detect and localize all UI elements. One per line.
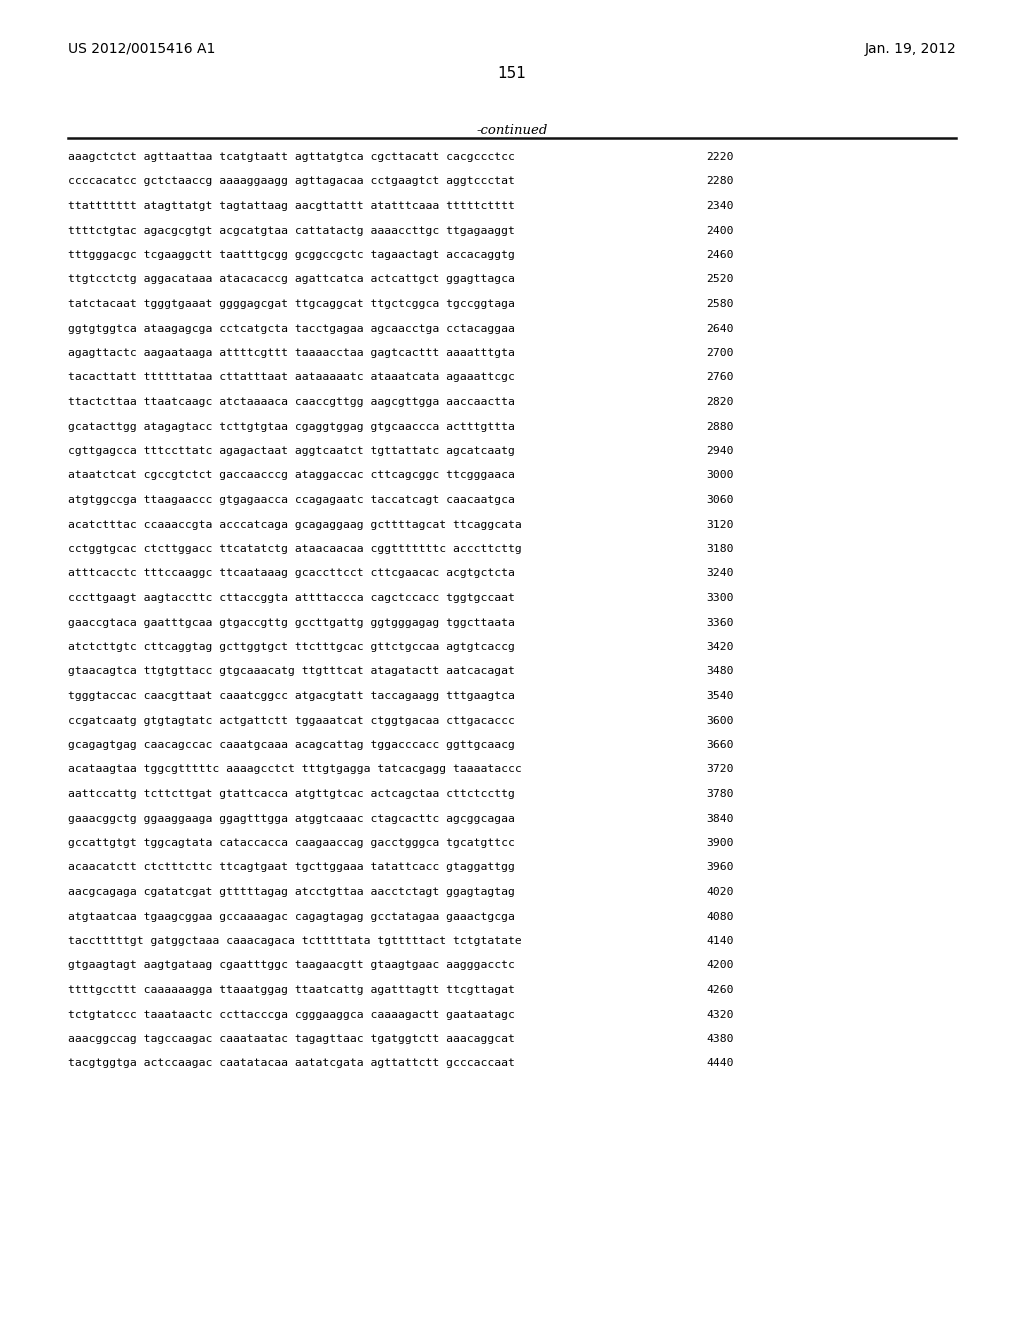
Text: cctggtgcac ctcttggacc ttcatatctg ataacaacaa cggtttttttc acccttcttg: cctggtgcac ctcttggacc ttcatatctg ataacaa… bbox=[68, 544, 522, 554]
Text: 4320: 4320 bbox=[706, 1010, 733, 1019]
Text: tgggtaccac caacgttaat caaatcggcc atgacgtatt taccagaagg tttgaagtca: tgggtaccac caacgttaat caaatcggcc atgacgt… bbox=[68, 690, 515, 701]
Text: ttactcttaa ttaatcaagc atctaaaaca caaccgttgg aagcgttgga aaccaactta: ttactcttaa ttaatcaagc atctaaaaca caaccgt… bbox=[68, 397, 515, 407]
Text: ggtgtggtca ataagagcga cctcatgcta tacctgagaa agcaacctga cctacaggaa: ggtgtggtca ataagagcga cctcatgcta tacctga… bbox=[68, 323, 515, 334]
Text: 3540: 3540 bbox=[706, 690, 733, 701]
Text: 3840: 3840 bbox=[706, 813, 733, 824]
Text: 3480: 3480 bbox=[706, 667, 733, 676]
Text: gtaacagtca ttgtgttacc gtgcaaacatg ttgtttcat atagatactt aatcacagat: gtaacagtca ttgtgttacc gtgcaaacatg ttgttt… bbox=[68, 667, 515, 676]
Text: -continued: -continued bbox=[476, 124, 548, 137]
Text: 4020: 4020 bbox=[706, 887, 733, 898]
Text: ccccacatcc gctctaaccg aaaaggaagg agttagacaa cctgaagtct aggtccctat: ccccacatcc gctctaaccg aaaaggaagg agttaga… bbox=[68, 177, 515, 186]
Text: 3600: 3600 bbox=[706, 715, 733, 726]
Text: 2580: 2580 bbox=[706, 300, 733, 309]
Text: 3120: 3120 bbox=[706, 520, 733, 529]
Text: tacctttttgt gatggctaaa caaacagaca tctttttata tgtttttact tctgtatate: tacctttttgt gatggctaaa caaacagaca tctttt… bbox=[68, 936, 522, 946]
Text: atctcttgtc cttcaggtag gcttggtgct ttctttgcac gttctgccaa agtgtcaccg: atctcttgtc cttcaggtag gcttggtgct ttctttg… bbox=[68, 642, 515, 652]
Text: aacgcagaga cgatatcgat gtttttagag atcctgttaa aacctctagt ggagtagtag: aacgcagaga cgatatcgat gtttttagag atcctgt… bbox=[68, 887, 515, 898]
Text: 2520: 2520 bbox=[706, 275, 733, 285]
Text: 2820: 2820 bbox=[706, 397, 733, 407]
Text: aaacggccag tagccaagac caaataatac tagagttaac tgatggtctt aaacaggcat: aaacggccag tagccaagac caaataatac tagagtt… bbox=[68, 1034, 515, 1044]
Text: ataatctcat cgccgtctct gaccaacccg ataggaccac cttcagcggc ttcgggaaca: ataatctcat cgccgtctct gaccaacccg ataggac… bbox=[68, 470, 515, 480]
Text: agagttactc aagaataaga attttcgttt taaaacctaa gagtcacttt aaaatttgta: agagttactc aagaataaga attttcgttt taaaacc… bbox=[68, 348, 515, 358]
Text: Jan. 19, 2012: Jan. 19, 2012 bbox=[864, 42, 956, 55]
Text: 3720: 3720 bbox=[706, 764, 733, 775]
Text: gcatacttgg atagagtacc tcttgtgtaa cgaggtggag gtgcaaccca actttgttta: gcatacttgg atagagtacc tcttgtgtaa cgaggtg… bbox=[68, 421, 515, 432]
Text: 3240: 3240 bbox=[706, 569, 733, 578]
Text: acaacatctt ctctttcttc ttcagtgaat tgcttggaaa tatattcacc gtaggattgg: acaacatctt ctctttcttc ttcagtgaat tgcttgg… bbox=[68, 862, 515, 873]
Text: 2340: 2340 bbox=[706, 201, 733, 211]
Text: tctgtatccc taaataactc ccttacccga cgggaaggca caaaagactt gaataatagc: tctgtatccc taaataactc ccttacccga cgggaag… bbox=[68, 1010, 515, 1019]
Text: 3420: 3420 bbox=[706, 642, 733, 652]
Text: 4200: 4200 bbox=[706, 961, 733, 970]
Text: cgttgagcca tttccttatc agagactaat aggtcaatct tgttattatc agcatcaatg: cgttgagcca tttccttatc agagactaat aggtcaa… bbox=[68, 446, 515, 455]
Text: 2400: 2400 bbox=[706, 226, 733, 235]
Text: tacgtggtga actccaagac caatatacaa aatatcgata agttattctt gcccaccaat: tacgtggtga actccaagac caatatacaa aatatcg… bbox=[68, 1059, 515, 1068]
Text: tacacttatt ttttttataa cttatttaat aataaaaatc ataaatcata agaaattcgc: tacacttatt ttttttataa cttatttaat aataaaa… bbox=[68, 372, 515, 383]
Text: US 2012/0015416 A1: US 2012/0015416 A1 bbox=[68, 42, 215, 55]
Text: acataagtaa tggcgtttttc aaaagcctct tttgtgagga tatcacgagg taaaataccc: acataagtaa tggcgtttttc aaaagcctct tttgtg… bbox=[68, 764, 522, 775]
Text: 4140: 4140 bbox=[706, 936, 733, 946]
Text: 4260: 4260 bbox=[706, 985, 733, 995]
Text: gaaacggctg ggaaggaaga ggagtttgga atggtcaaac ctagcacttc agcggcagaa: gaaacggctg ggaaggaaga ggagtttgga atggtca… bbox=[68, 813, 515, 824]
Text: 2280: 2280 bbox=[706, 177, 733, 186]
Text: tatctacaat tgggtgaaat ggggagcgat ttgcaggcat ttgctcggca tgccggtaga: tatctacaat tgggtgaaat ggggagcgat ttgcagg… bbox=[68, 300, 515, 309]
Text: 3960: 3960 bbox=[706, 862, 733, 873]
Text: ttttgccttt caaaaaagga ttaaatggag ttaatcattg agatttagtt ttcgttagat: ttttgccttt caaaaaagga ttaaatggag ttaatca… bbox=[68, 985, 515, 995]
Text: 3060: 3060 bbox=[706, 495, 733, 506]
Text: aaagctctct agttaattaa tcatgtaatt agttatgtca cgcttacatt cacgccctcc: aaagctctct agttaattaa tcatgtaatt agttatg… bbox=[68, 152, 515, 162]
Text: gtgaagtagt aagtgataag cgaatttggc taagaacgtt gtaagtgaac aagggacctc: gtgaagtagt aagtgataag cgaatttggc taagaac… bbox=[68, 961, 515, 970]
Text: ttttctgtac agacgcgtgt acgcatgtaa cattatactg aaaaccttgc ttgagaaggt: ttttctgtac agacgcgtgt acgcatgtaa cattata… bbox=[68, 226, 515, 235]
Text: 4440: 4440 bbox=[706, 1059, 733, 1068]
Text: acatctttac ccaaaccgta acccatcaga gcagaggaag gcttttagcat ttcaggcata: acatctttac ccaaaccgta acccatcaga gcagagg… bbox=[68, 520, 522, 529]
Text: 151: 151 bbox=[498, 66, 526, 81]
Text: 3780: 3780 bbox=[706, 789, 733, 799]
Text: 2760: 2760 bbox=[706, 372, 733, 383]
Text: tttgggacgc tcgaaggctt taatttgcgg gcggccgctc tagaactagt accacaggtg: tttgggacgc tcgaaggctt taatttgcgg gcggccg… bbox=[68, 249, 515, 260]
Text: atgtggccga ttaagaaccc gtgagaacca ccagagaatc taccatcagt caacaatgca: atgtggccga ttaagaaccc gtgagaacca ccagaga… bbox=[68, 495, 515, 506]
Text: ttattttttt atagttatgt tagtattaag aacgttattt atatttcaaa tttttctttt: ttattttttt atagttatgt tagtattaag aacgtta… bbox=[68, 201, 515, 211]
Text: gcagagtgag caacagccac caaatgcaaa acagcattag tggacccacc ggttgcaacg: gcagagtgag caacagccac caaatgcaaa acagcat… bbox=[68, 741, 515, 750]
Text: 3000: 3000 bbox=[706, 470, 733, 480]
Text: ttgtcctctg aggacataaa atacacaccg agattcatca actcattgct ggagttagca: ttgtcctctg aggacataaa atacacaccg agattca… bbox=[68, 275, 515, 285]
Text: 2220: 2220 bbox=[706, 152, 733, 162]
Text: 3900: 3900 bbox=[706, 838, 733, 847]
Text: 2880: 2880 bbox=[706, 421, 733, 432]
Text: 2700: 2700 bbox=[706, 348, 733, 358]
Text: gaaccgtaca gaatttgcaa gtgaccgttg gccttgattg ggtgggagag tggcttaata: gaaccgtaca gaatttgcaa gtgaccgttg gccttga… bbox=[68, 618, 515, 627]
Text: cccttgaagt aagtaccttc cttaccggta attttaccca cagctccacc tggtgccaat: cccttgaagt aagtaccttc cttaccggta attttac… bbox=[68, 593, 515, 603]
Text: 2640: 2640 bbox=[706, 323, 733, 334]
Text: 4080: 4080 bbox=[706, 912, 733, 921]
Text: 3660: 3660 bbox=[706, 741, 733, 750]
Text: atttcacctc tttccaaggc ttcaataaag gcaccttcct cttcgaacac acgtgctcta: atttcacctc tttccaaggc ttcaataaag gcacctt… bbox=[68, 569, 515, 578]
Text: gccattgtgt tggcagtata cataccacca caagaaccag gacctgggca tgcatgttcc: gccattgtgt tggcagtata cataccacca caagaac… bbox=[68, 838, 515, 847]
Text: 3360: 3360 bbox=[706, 618, 733, 627]
Text: aattccattg tcttcttgat gtattcacca atgttgtcac actcagctaa cttctccttg: aattccattg tcttcttgat gtattcacca atgttgt… bbox=[68, 789, 515, 799]
Text: 3300: 3300 bbox=[706, 593, 733, 603]
Text: 3180: 3180 bbox=[706, 544, 733, 554]
Text: 2460: 2460 bbox=[706, 249, 733, 260]
Text: atgtaatcaa tgaagcggaa gccaaaagac cagagtagag gcctatagaa gaaactgcga: atgtaatcaa tgaagcggaa gccaaaagac cagagta… bbox=[68, 912, 515, 921]
Text: 4380: 4380 bbox=[706, 1034, 733, 1044]
Text: ccgatcaatg gtgtagtatc actgattctt tggaaatcat ctggtgacaa cttgacaccc: ccgatcaatg gtgtagtatc actgattctt tggaaat… bbox=[68, 715, 515, 726]
Text: 2940: 2940 bbox=[706, 446, 733, 455]
